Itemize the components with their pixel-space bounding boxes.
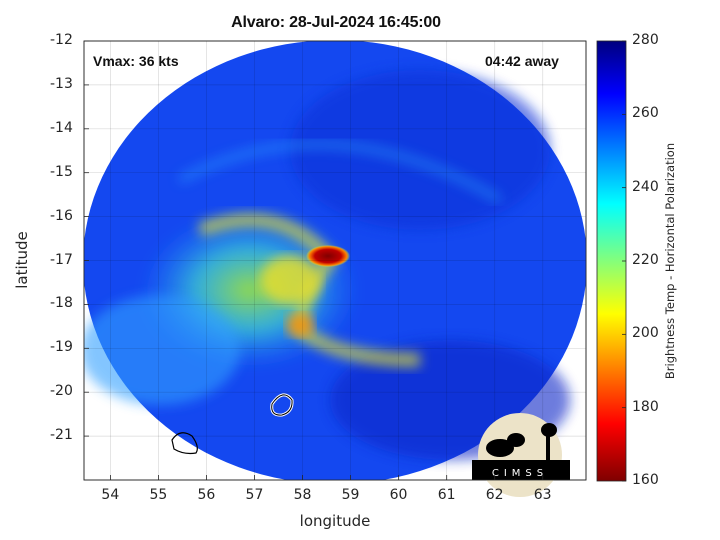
colorbar-label: Brightness Temp - Horizontal Polarizatio…: [663, 142, 677, 380]
grid: [84, 41, 586, 480]
x-tick-label: 56: [197, 487, 216, 503]
x-tick-label: 62: [485, 487, 504, 503]
x-axis-label: longitude: [299, 512, 371, 530]
x-tick-label: 61: [437, 487, 456, 503]
y-tick-label: -14: [50, 119, 73, 136]
y-tick-label: -16: [50, 207, 73, 224]
y-axis-label: latitude: [13, 231, 31, 289]
cimss-logo: CIMSS: [472, 413, 570, 497]
y-tick-label: -18: [50, 295, 73, 312]
x-tick-label: 58: [293, 487, 312, 503]
cold-core: [306, 245, 350, 267]
time-away-label: 04:42 away: [485, 53, 559, 69]
y-tick-label: -19: [50, 339, 73, 356]
y-tick-label: -17: [50, 251, 73, 268]
y-tick-label: -20: [50, 383, 73, 400]
y-tick-label: -21: [50, 427, 73, 444]
colorbar-tick-label: 200: [632, 325, 659, 342]
x-tick-label: 63: [533, 487, 552, 503]
colorbar: [596, 40, 627, 482]
x-tick-label: 54: [101, 487, 120, 503]
x-tick-label: 59: [341, 487, 360, 503]
swath-image: [84, 41, 586, 480]
x-tick-label: 57: [245, 487, 264, 503]
x-tick-label: 60: [389, 487, 408, 503]
colorbar-tick-label: 240: [632, 178, 659, 195]
y-tick-label: -12: [50, 32, 73, 48]
logo-text: CIMSS: [492, 468, 548, 479]
y-tick-label: -15: [50, 163, 73, 180]
colorbar-tick-label: 260: [632, 105, 659, 122]
y-tick-label: -13: [50, 75, 73, 92]
x-tick-label: 55: [149, 487, 168, 503]
island-outline: [171, 432, 198, 455]
colorbar-tick-label: 160: [632, 472, 659, 488]
colorbar-tick-label: 220: [632, 252, 659, 268]
colorbar-tick-label: 280: [632, 32, 659, 48]
chart-title: Alvaro: 28-Jul-2024 16:45:00: [231, 14, 441, 31]
vmax-label: Vmax: 36 kts: [93, 53, 179, 69]
colorbar-tick-label: 180: [632, 398, 659, 415]
